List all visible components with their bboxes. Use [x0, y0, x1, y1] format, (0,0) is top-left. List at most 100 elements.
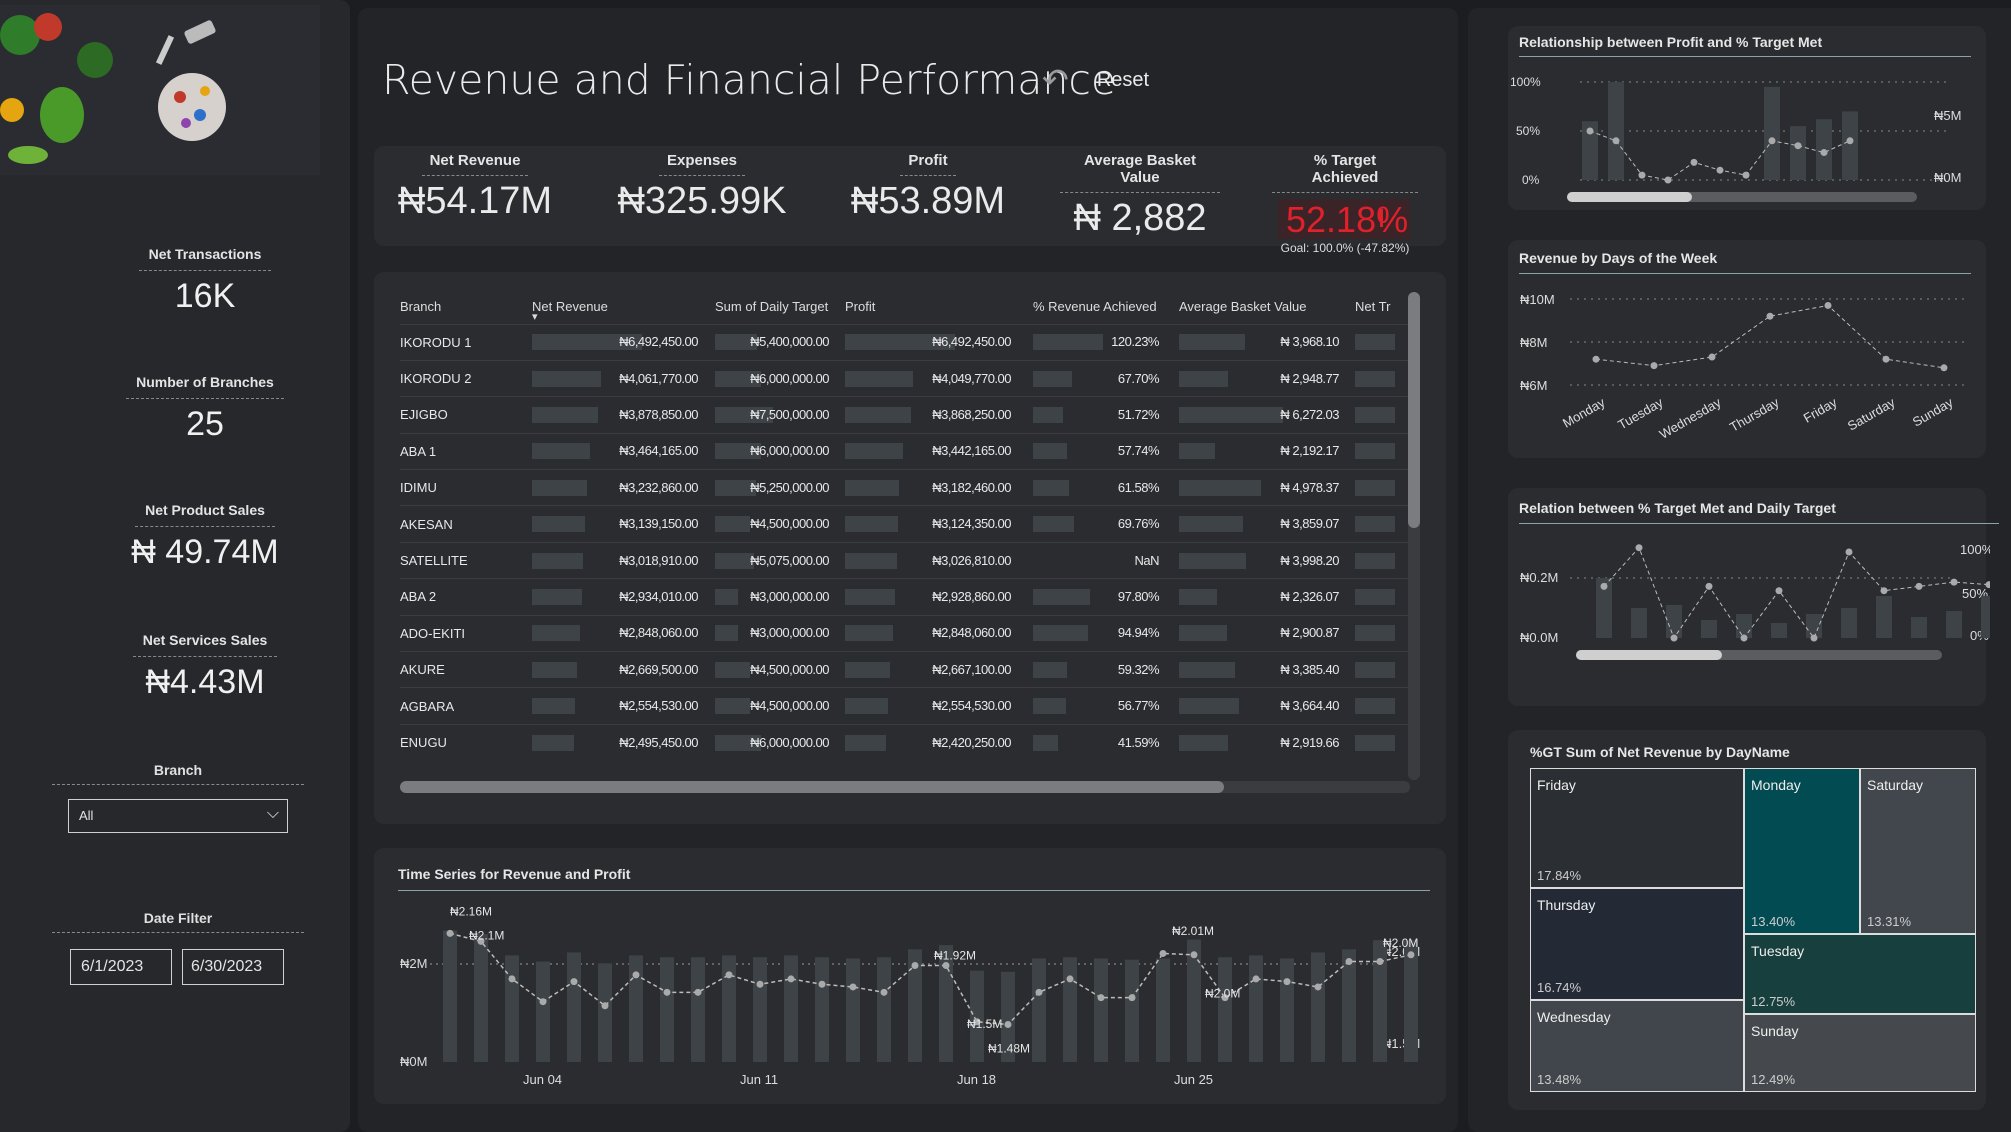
profit-point[interactable] — [849, 983, 857, 991]
profit-bar[interactable] — [1582, 121, 1598, 180]
treemap-cell-tuesday[interactable]: Tuesday 12.75% — [1744, 934, 1976, 1014]
daily-target-bar[interactable] — [1666, 605, 1682, 638]
table-row[interactable]: SATELLITE ₦3,018,910.00 ₦5,075,000.00 ₦3,02… — [400, 541, 1410, 579]
profit-point[interactable] — [911, 962, 919, 970]
revenue-bar[interactable] — [1001, 971, 1015, 1062]
target-met-point[interactable] — [1600, 582, 1608, 590]
date-start-input[interactable]: 6/1/2023 — [70, 949, 172, 985]
profit-point[interactable] — [508, 975, 516, 983]
revenue-bar[interactable] — [1373, 940, 1387, 1062]
target-met-point[interactable] — [1705, 582, 1713, 590]
revenue-bar[interactable] — [1063, 957, 1077, 1062]
target-met-point[interactable] — [1670, 634, 1678, 642]
daily-target-bar[interactable] — [1876, 596, 1892, 638]
revenue-bar[interactable] — [1342, 949, 1356, 1062]
daily-target-bar[interactable] — [1736, 614, 1752, 638]
profit-point[interactable] — [1345, 958, 1353, 965]
revenue-bar[interactable] — [877, 957, 891, 1062]
target-met-point[interactable] — [1985, 581, 1991, 589]
revenue-bar[interactable] — [1404, 940, 1418, 1062]
revenue-bar[interactable] — [1125, 959, 1139, 1062]
revenue-point[interactable] — [1650, 362, 1658, 370]
profit-bar[interactable] — [1842, 111, 1858, 180]
daily-target-bar[interactable] — [1631, 608, 1647, 638]
column-header[interactable]: Sum of Daily Target — [715, 299, 829, 315]
zoom-slider-handle[interactable] — [1576, 650, 1722, 660]
revenue-bar[interactable] — [1156, 958, 1170, 1062]
table-row[interactable]: IKORODU 1 ₦6,492,450.00 ₦5,400,000.00 ₦6,49… — [400, 323, 1410, 361]
revenue-bar[interactable] — [1249, 955, 1263, 1062]
target-met-point[interactable] — [1845, 548, 1853, 556]
branch-dropdown[interactable]: All ⌵ — [68, 799, 288, 833]
daily-target-bar[interactable] — [1596, 578, 1612, 638]
daily-target-bar[interactable] — [1911, 617, 1927, 638]
profit-point[interactable] — [632, 971, 640, 979]
table-row[interactable]: ABA 2 ₦2,934,010.00 ₦3,000,000.00 ₦2,928,86… — [400, 578, 1410, 616]
profit-point[interactable] — [539, 998, 547, 1006]
profit-point[interactable] — [663, 988, 671, 996]
table-horizontal-scrollbar[interactable] — [400, 781, 1410, 793]
treemap-cell-saturday[interactable]: Saturday 13.31% — [1860, 768, 1976, 934]
revenue-bar[interactable] — [1094, 958, 1108, 1062]
profit-point[interactable] — [973, 1018, 981, 1026]
zoom-slider-handle[interactable] — [1567, 192, 1692, 202]
profit-point[interactable] — [818, 980, 826, 988]
revenue-point[interactable] — [1766, 312, 1774, 320]
target-point[interactable] — [1794, 142, 1802, 150]
profit-point[interactable] — [446, 929, 454, 937]
revenue-bar[interactable] — [1032, 958, 1046, 1062]
revenue-point[interactable] — [1592, 355, 1600, 363]
revenue-bar[interactable] — [970, 970, 984, 1062]
profit-point[interactable] — [1066, 975, 1074, 983]
profit-point[interactable] — [756, 980, 764, 988]
column-header[interactable]: Net Revenue ▾ — [532, 299, 608, 323]
table-row[interactable]: ENUGU ₦2,495,450.00 ₦6,000,000.00 ₦2,420,25… — [400, 723, 1410, 761]
revenue-bar[interactable] — [598, 963, 612, 1062]
table-row[interactable]: AGBARA ₦2,554,530.00 ₦4,500,000.00 ₦2,554,5… — [400, 687, 1410, 725]
revenue-bar[interactable] — [1280, 958, 1294, 1062]
revenue-bar[interactable] — [443, 930, 457, 1062]
target-point[interactable] — [1820, 149, 1828, 157]
scrollbar-thumb[interactable] — [1408, 292, 1420, 528]
column-header[interactable]: Average Basket Value — [1179, 299, 1307, 315]
revenue-point[interactable] — [1940, 364, 1948, 372]
target-met-point[interactable] — [1635, 544, 1643, 552]
revenue-bar[interactable] — [567, 952, 581, 1062]
target-point[interactable] — [1638, 171, 1646, 179]
revenue-bar[interactable] — [908, 949, 922, 1062]
table-vertical-scrollbar[interactable] — [1408, 292, 1420, 780]
profit-bar[interactable] — [1790, 126, 1806, 180]
revenue-bar[interactable] — [536, 961, 550, 1063]
daily-target-bar[interactable] — [1806, 614, 1822, 638]
daily-target-bar[interactable] — [1701, 620, 1717, 638]
revenue-bar[interactable] — [474, 934, 488, 1062]
column-header[interactable]: % Revenue Achieved — [1033, 299, 1157, 315]
target-point[interactable] — [1846, 137, 1854, 145]
revenue-bar[interactable] — [629, 955, 643, 1062]
profit-point[interactable] — [1097, 994, 1105, 1002]
revenue-point[interactable] — [1708, 353, 1716, 361]
reset-button[interactable]: ↶ Reset — [1042, 60, 1149, 100]
profit-point[interactable] — [477, 937, 485, 945]
revenue-bar[interactable] — [722, 955, 736, 1062]
column-header[interactable]: Branch — [400, 299, 442, 315]
profit-point[interactable] — [694, 988, 702, 996]
table-row[interactable]: ABA 1 ₦3,464,165.00 ₦6,000,000.00 ₦3,442,16… — [400, 432, 1410, 470]
target-met-point[interactable] — [1915, 582, 1923, 590]
profit-point[interactable] — [1283, 978, 1291, 986]
revenue-bar[interactable] — [505, 955, 519, 1062]
target-point[interactable] — [1742, 171, 1750, 179]
target-met-point[interactable] — [1950, 578, 1958, 586]
profit-bar[interactable] — [1608, 82, 1624, 180]
table-row[interactable]: ADO-EKITI ₦2,848,060.00 ₦3,000,000.00 ₦2,84… — [400, 614, 1410, 652]
daily-target-bar[interactable] — [1771, 623, 1787, 638]
table-row[interactable]: AKURE ₦2,669,500.00 ₦4,500,000.00 ₦2,667,10… — [400, 651, 1410, 688]
treemap-cell-sunday[interactable]: Sunday 12.49% — [1744, 1014, 1976, 1092]
target-point[interactable] — [1612, 137, 1620, 145]
revenue-point[interactable] — [1824, 301, 1832, 309]
profit-point[interactable] — [942, 962, 950, 970]
profit-point[interactable] — [570, 978, 578, 986]
table-row[interactable]: IDIMU ₦3,232,860.00 ₦5,250,000.00 ₦3,182,46… — [400, 469, 1410, 506]
profit-point[interactable] — [787, 975, 795, 983]
revenue-point[interactable] — [1882, 355, 1890, 363]
